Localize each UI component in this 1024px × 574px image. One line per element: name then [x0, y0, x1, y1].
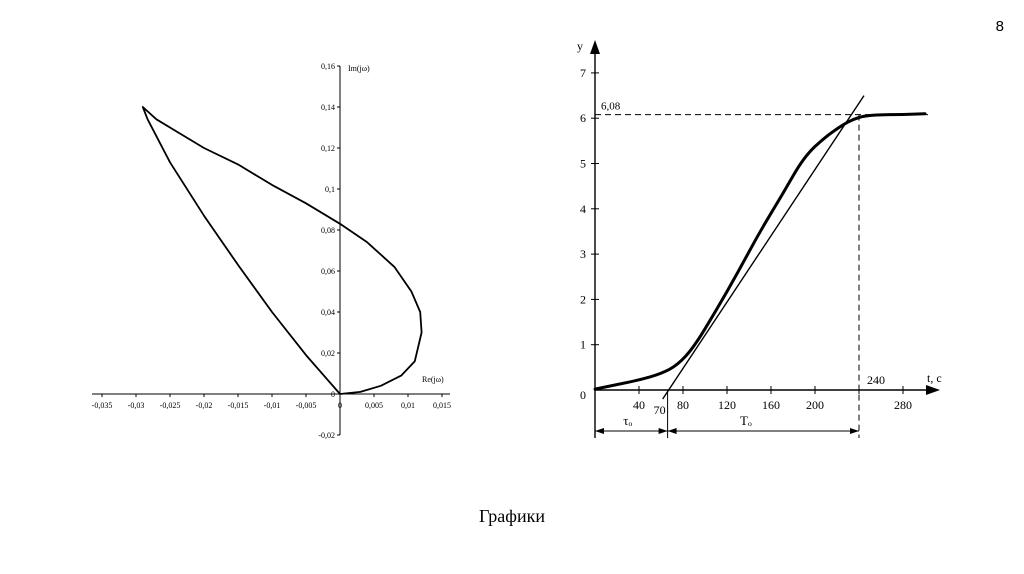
- origin-label: 0: [580, 388, 586, 402]
- x-axis-label: t, c: [927, 371, 942, 385]
- x-tick-label: -0,025: [160, 401, 181, 410]
- x-axis-arrow: [926, 385, 940, 395]
- caption: Графики: [479, 506, 545, 526]
- x-tick-label: 0,01: [401, 401, 415, 410]
- y-tick-label: 4: [580, 202, 586, 216]
- y-tick-label: 0,16: [321, 62, 335, 71]
- x-tick-label: -0,015: [228, 401, 249, 410]
- y-tick-label: 7: [580, 66, 586, 80]
- x-tick-label: 0: [338, 401, 342, 410]
- y-axis-label: Im(jω): [348, 64, 370, 73]
- tau-arrow-right: [658, 428, 668, 434]
- level-label: 6,08: [601, 101, 621, 113]
- x-tick-label: 240: [867, 373, 885, 387]
- nyquist-curve: [141, 106, 423, 395]
- y-tick-label: 0,1: [325, 185, 335, 194]
- x-tick-label: -0,03: [128, 401, 145, 410]
- x-tick-label: -0,035: [92, 401, 113, 410]
- y-tick-label: 0,14: [321, 103, 335, 112]
- y-tick-label: 0,08: [321, 226, 335, 235]
- tau-arrow-left: [595, 428, 604, 434]
- y-tick-label: 0,02: [321, 349, 335, 358]
- x-tick-label: 0,015: [433, 401, 451, 410]
- slide-number: 8: [995, 18, 1004, 35]
- y-axis-arrow: [590, 40, 600, 54]
- x-tick-label: 280: [894, 398, 912, 412]
- y-tick-label: 2: [580, 292, 586, 306]
- y-tick-label: 3: [580, 247, 586, 261]
- y-axis-label: y: [577, 39, 583, 53]
- x-tick-label: 40: [633, 398, 645, 412]
- tstart-label: 70: [654, 403, 666, 417]
- step-response-curve: [593, 112, 927, 391]
- x-tick-label: 80: [677, 398, 689, 412]
- y-tick-label: 0,06: [321, 267, 335, 276]
- x-tick-label: 200: [806, 398, 824, 412]
- y-tick-label: 6: [580, 111, 586, 125]
- T-arrow-left: [667, 428, 677, 434]
- x-tick-label: 160: [762, 398, 780, 412]
- T-label: Tₒ: [740, 413, 752, 428]
- y-tick-label: 0,12: [321, 144, 335, 153]
- y-tick-label: -0,02: [318, 431, 335, 440]
- y-tick-label: 0: [331, 390, 335, 399]
- y-tick-label: 5: [580, 157, 586, 171]
- y-tick-label: 0,04: [321, 308, 335, 317]
- tangent-line: [662, 95, 865, 400]
- T-arrow-right: [850, 428, 859, 434]
- tau-label: τₒ: [623, 413, 632, 428]
- x-tick-label: -0,005: [296, 401, 317, 410]
- x-axis-label: Re(jω): [422, 375, 444, 384]
- x-tick-label: -0,01: [264, 401, 281, 410]
- x-tick-label: -0,02: [196, 401, 213, 410]
- y-tick-label: 1: [580, 338, 586, 352]
- x-tick-label: 120: [718, 398, 736, 412]
- x-tick-label: 0,005: [365, 401, 383, 410]
